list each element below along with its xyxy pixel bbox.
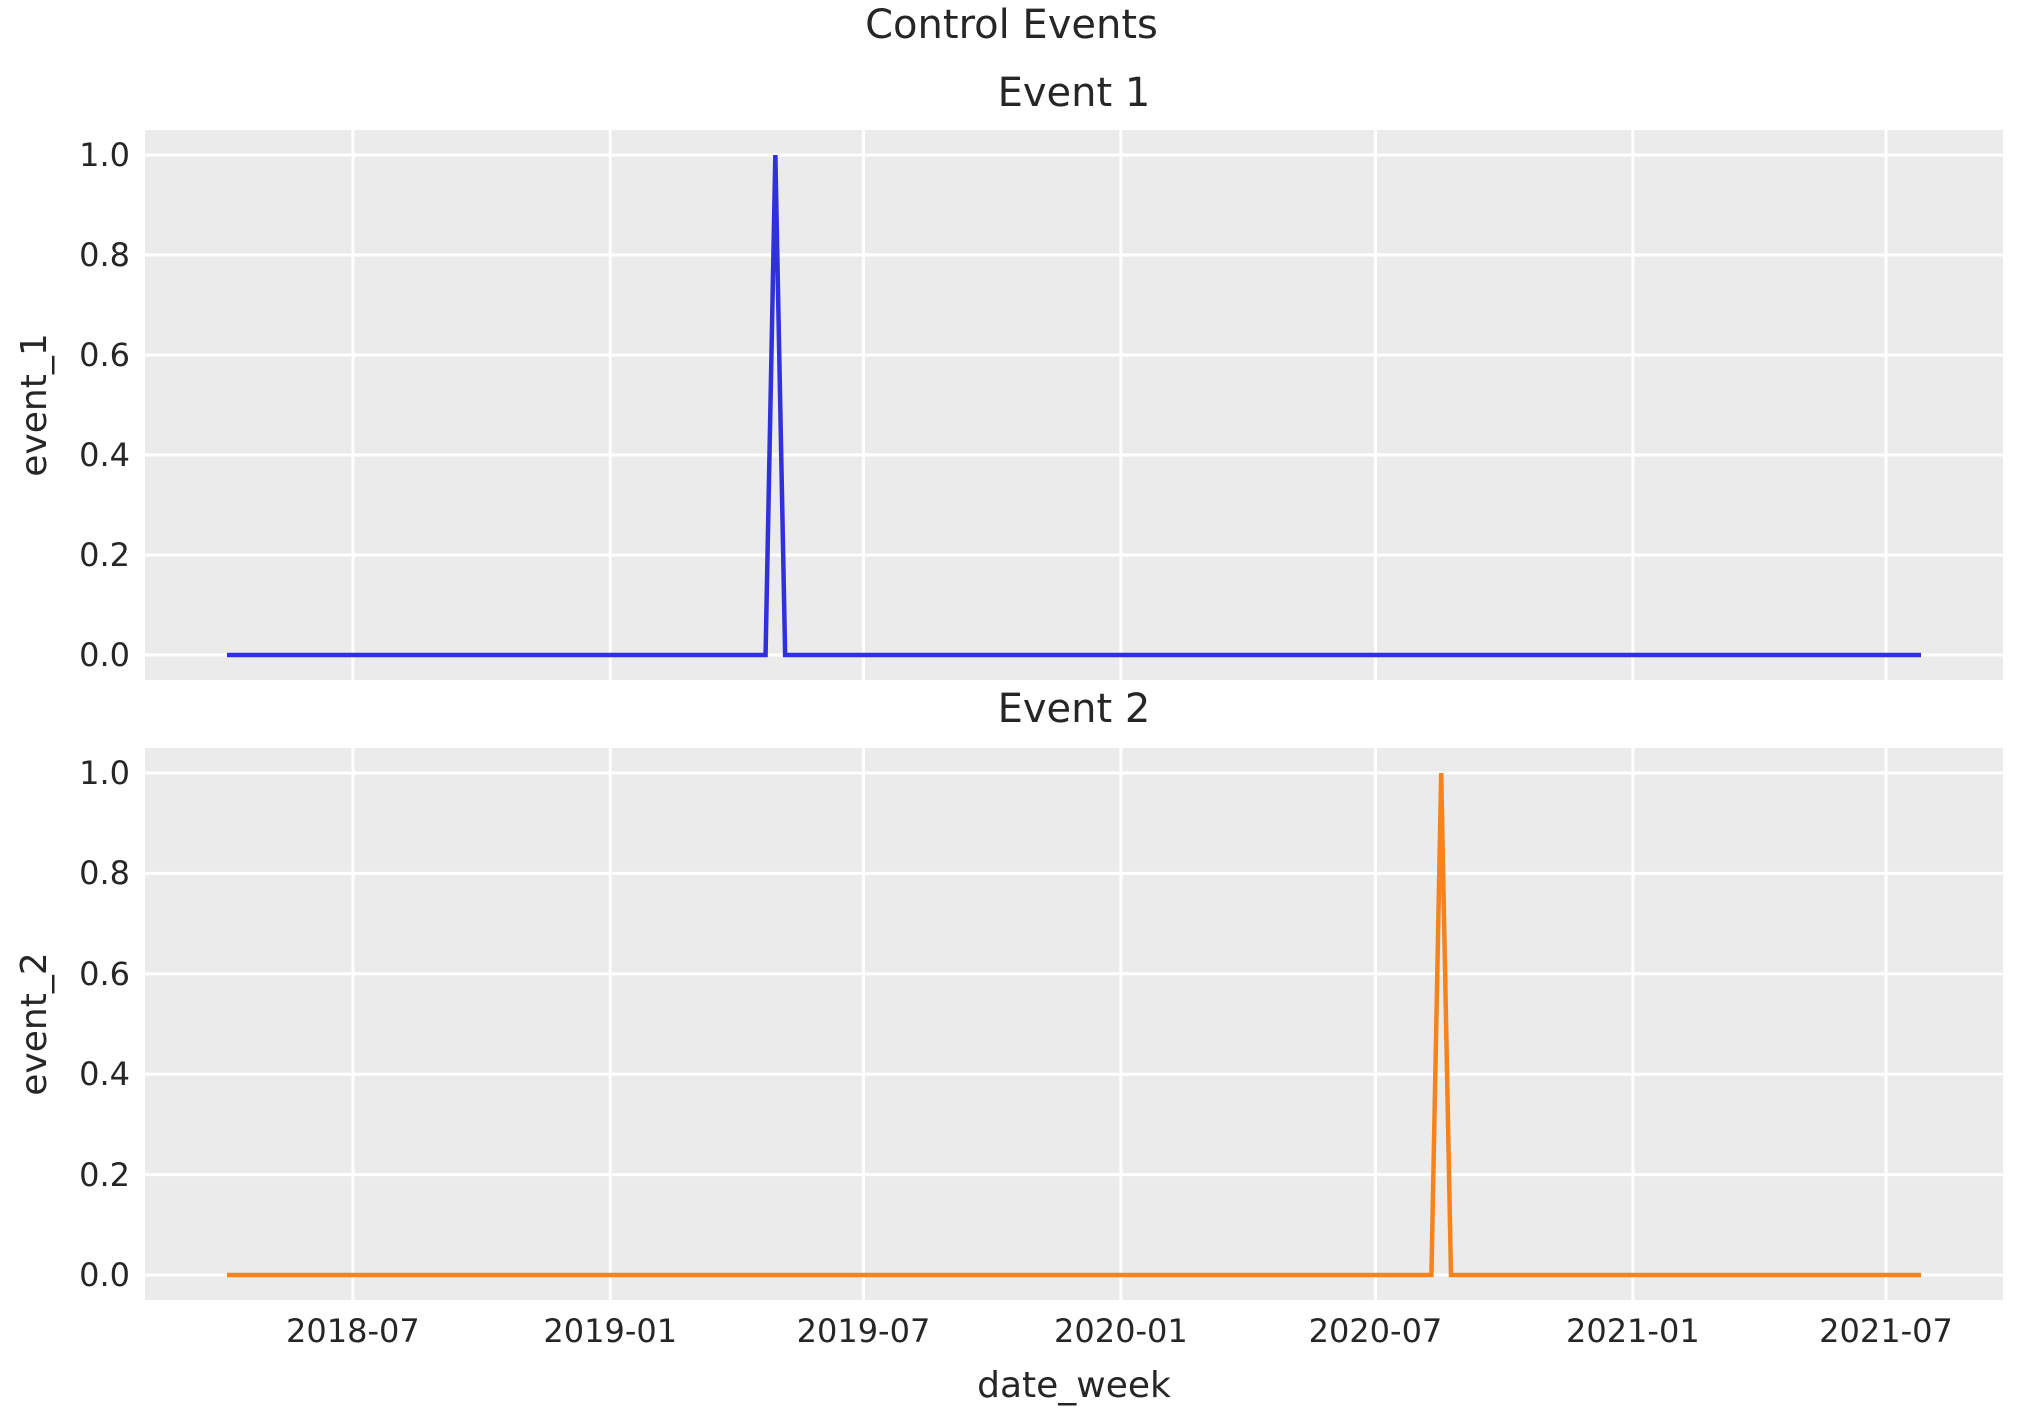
- x-tick-label: 2020-07: [1308, 1312, 1443, 1350]
- y-tick-label: 0.2: [79, 536, 130, 574]
- plot-background: [145, 130, 2003, 680]
- subplot2-title: Event 2: [997, 686, 1151, 732]
- y-tick-label: 1.0: [79, 136, 130, 174]
- subplot2-axes: event_2 date_week 0.0 0.2 0.4 0.6 0.8 1.0 2018…: [14, 748, 2003, 1406]
- y-tick-label: 0.0: [79, 636, 130, 674]
- y-tick-label: 0.2: [79, 1155, 130, 1194]
- subplot1-axes: event_1 0.0 0.2 0.4 0.6 0.8 1.0: [14, 130, 2003, 680]
- y-tick-label: 0.8: [79, 854, 130, 893]
- subplot1-ylabel: event_1: [14, 333, 55, 477]
- subplot1-title: Event 1: [997, 70, 1151, 116]
- x-tick-label: 2018-07: [286, 1312, 420, 1350]
- subplot2-plot-svg: [145, 748, 2003, 1300]
- y-tick-label: 0.4: [79, 436, 130, 474]
- plot-background: [145, 748, 2003, 1300]
- y-tick-label: 0.4: [79, 1055, 130, 1094]
- series-line-event_1: [227, 154, 1921, 658]
- x-tick-label: 2020-01: [1054, 1312, 1188, 1350]
- y-tick-label: 0.0: [79, 1256, 130, 1294]
- series-line-event_2: [227, 772, 1921, 1278]
- subplot2-ylabel: event_2: [14, 952, 55, 1096]
- x-tick-label: 2021-07: [1819, 1312, 1953, 1350]
- y-tick-label: 0.8: [79, 236, 130, 274]
- x-tick-label: 2021-01: [1565, 1312, 1700, 1350]
- subplot1-plot-svg: [145, 130, 2003, 680]
- figure-suptitle: Control Events: [865, 2, 1158, 48]
- x-axis-label: date_week: [977, 1365, 1171, 1406]
- x-tick-label: 2019-07: [796, 1312, 931, 1350]
- y-tick-label: 1.0: [79, 754, 130, 792]
- y-tick-label: 0.6: [79, 336, 130, 374]
- x-tick-label: 2019-01: [543, 1312, 678, 1350]
- y-tick-label: 0.6: [79, 954, 130, 993]
